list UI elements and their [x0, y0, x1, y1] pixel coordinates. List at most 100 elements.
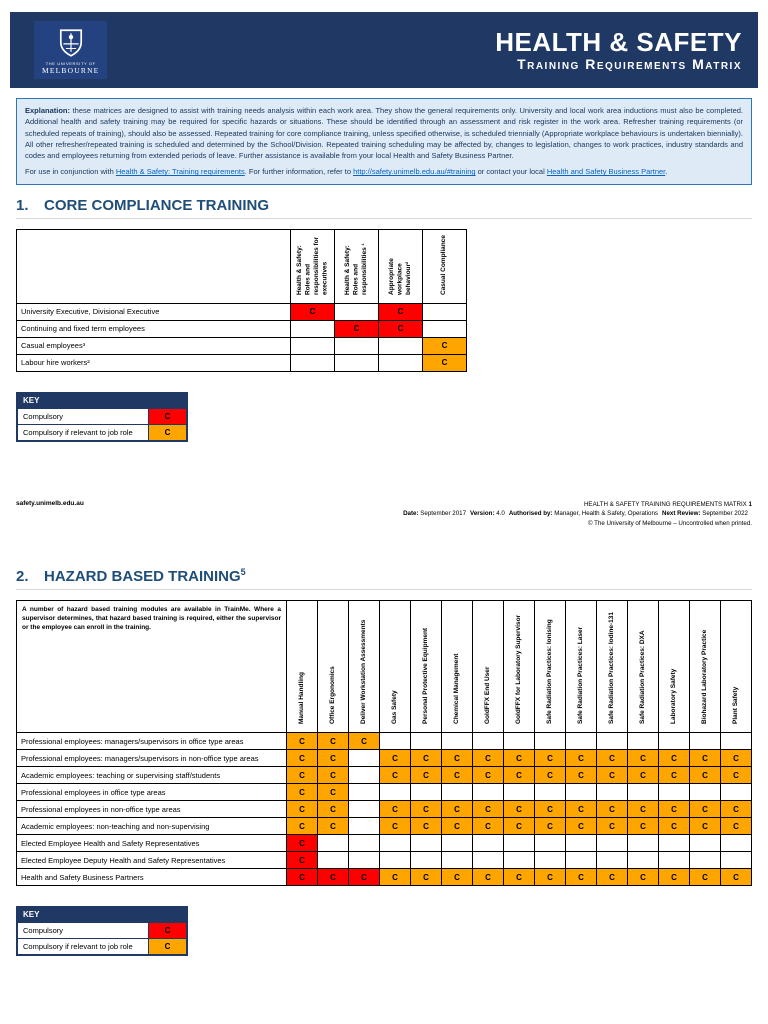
safety-site-link[interactable]: http://safety.unimelb.edu.au/#training — [353, 167, 476, 177]
empty-cell — [689, 732, 721, 751]
requirement-cell: C — [627, 817, 659, 836]
empty-cell — [378, 353, 423, 372]
row-label: Academic employees: teaching or supervis… — [16, 766, 287, 785]
requirement-cell: C — [441, 766, 473, 785]
training-requirements-link[interactable]: Health & Safety: Training requirements — [115, 167, 245, 177]
empty-cell — [317, 851, 349, 870]
section-title: CORE COMPLIANCE TRAINING — [44, 196, 269, 214]
column-header: Deliver Workstation Assessments — [348, 600, 380, 734]
footer-doc-title-line: HEALTH & SAFETY TRAINING REQUIREMENTS MA… — [403, 500, 752, 510]
column-header: Gas Safety — [379, 600, 411, 734]
requirement-cell: C — [317, 766, 349, 785]
empty-cell — [290, 336, 335, 355]
key-row: Compulsory if relevant to job role C — [17, 938, 187, 956]
hazard-training-table: A number of hazard based training module… — [16, 600, 752, 887]
requirement-cell: C — [410, 800, 442, 819]
requirement-cell: C — [689, 868, 721, 887]
usage-text: . For further information, refer to — [244, 167, 354, 177]
column-header-label: Office Ergonomics — [328, 666, 336, 725]
requirement-cell: C — [317, 783, 349, 802]
column-header-label: Laboratory Safety — [669, 668, 677, 725]
empty-cell — [534, 834, 566, 853]
requirement-cell: C — [658, 749, 690, 768]
table-row: Elected Employee Deputy Health and Safet… — [16, 851, 752, 870]
column-header-label: Safe Radiation Practices: DXA — [638, 630, 646, 725]
footer-right-block: HEALTH & SAFETY TRAINING REQUIREMENTS MA… — [403, 500, 752, 530]
requirement-cell: C — [503, 766, 535, 785]
requirement-cell: C — [534, 868, 566, 887]
empty-cell — [348, 817, 380, 836]
requirement-cell: C — [658, 817, 690, 836]
requirement-cell: C — [472, 766, 504, 785]
empty-cell — [596, 783, 628, 802]
requirement-cell: C — [441, 868, 473, 887]
requirement-cell: C — [627, 766, 659, 785]
requirement-cell: C — [627, 868, 659, 887]
requirement-cell: C — [286, 800, 318, 819]
requirement-cell: C — [286, 749, 318, 768]
section-number: 1. — [16, 196, 29, 214]
requirement-cell: C — [596, 766, 628, 785]
empty-cell — [689, 834, 721, 853]
table-row: Health and Safety Business Partners C C C C C… — [16, 868, 752, 887]
column-header-label: Personal Protective Equipment — [421, 628, 429, 725]
footer-meta-label: Date: — [403, 510, 419, 518]
requirement-cell: C — [317, 868, 349, 887]
empty-cell — [410, 851, 442, 870]
empty-cell — [317, 834, 349, 853]
requirement-cell: C — [472, 800, 504, 819]
requirement-cell: C — [565, 800, 597, 819]
key-title: KEY — [17, 392, 187, 408]
requirement-cell: C — [286, 732, 318, 751]
empty-cell — [658, 851, 690, 870]
requirement-cell: C — [348, 868, 380, 887]
empty-cell — [720, 851, 752, 870]
footer-doc-title: HEALTH & SAFETY TRAINING REQUIREMENTS MA… — [583, 500, 747, 508]
requirement-cell: C — [378, 319, 423, 338]
empty-cell — [596, 851, 628, 870]
key-color-cell: C — [148, 407, 187, 425]
requirement-cell: C — [348, 732, 380, 751]
requirement-cell: C — [286, 868, 318, 887]
table-row: Professional employees: managers/supervi… — [16, 732, 752, 751]
row-label: Continuing and fixed term employees — [16, 319, 291, 338]
usage-text: . — [665, 167, 668, 177]
requirement-cell: C — [720, 800, 752, 819]
table-row: Continuing and fixed term employees C C — [16, 319, 467, 338]
table-row: Elected Employee Health and Safety Repre… — [16, 834, 752, 853]
explanation-paragraph: Explanation: these matrices are designed… — [25, 105, 743, 161]
requirement-cell: C — [596, 868, 628, 887]
requirement-cell: C — [317, 749, 349, 768]
section-number: 2. — [16, 568, 29, 586]
footer-meta-label: Version: — [470, 510, 495, 518]
row-label: Elected Employee Deputy Health and Safet… — [16, 851, 287, 870]
empty-cell — [565, 783, 597, 802]
empty-cell — [503, 732, 535, 751]
row-label: Elected Employee Health and Safety Repre… — [16, 834, 287, 853]
empty-cell — [410, 783, 442, 802]
matrix-note-cell: A number of hazard based training module… — [16, 600, 287, 734]
empty-cell — [290, 353, 335, 372]
doc-subtitle: Training Requirements Matrix — [517, 56, 742, 73]
column-header-label: Chemical Management — [452, 653, 460, 725]
empty-cell — [503, 834, 535, 853]
matrix-corner-cell — [16, 228, 291, 304]
column-header-label: Safe Radiation Practices: Iodine-131 — [607, 612, 615, 725]
column-header: Chemical Management — [441, 600, 473, 734]
requirement-cell: C — [472, 817, 504, 836]
requirement-cell: C — [379, 800, 411, 819]
requirement-cell: C — [503, 817, 535, 836]
requirement-cell: C — [627, 800, 659, 819]
empty-cell — [534, 851, 566, 870]
empty-cell — [472, 834, 504, 853]
empty-cell — [410, 732, 442, 751]
requirement-cell: C — [286, 851, 318, 870]
requirement-cell: C — [472, 749, 504, 768]
hs-business-partner-link[interactable]: Health and Safety Business Partner — [546, 167, 666, 177]
requirement-cell: C — [503, 800, 535, 819]
empty-cell — [348, 834, 380, 853]
requirement-cell: C — [596, 817, 628, 836]
section-2-heading: 2. HAZARD BASED TRAINING5 — [16, 567, 752, 591]
unimelb-logo: THE UNIVERSITY OF MELBOURNE — [34, 21, 108, 79]
requirement-cell: C — [720, 766, 752, 785]
